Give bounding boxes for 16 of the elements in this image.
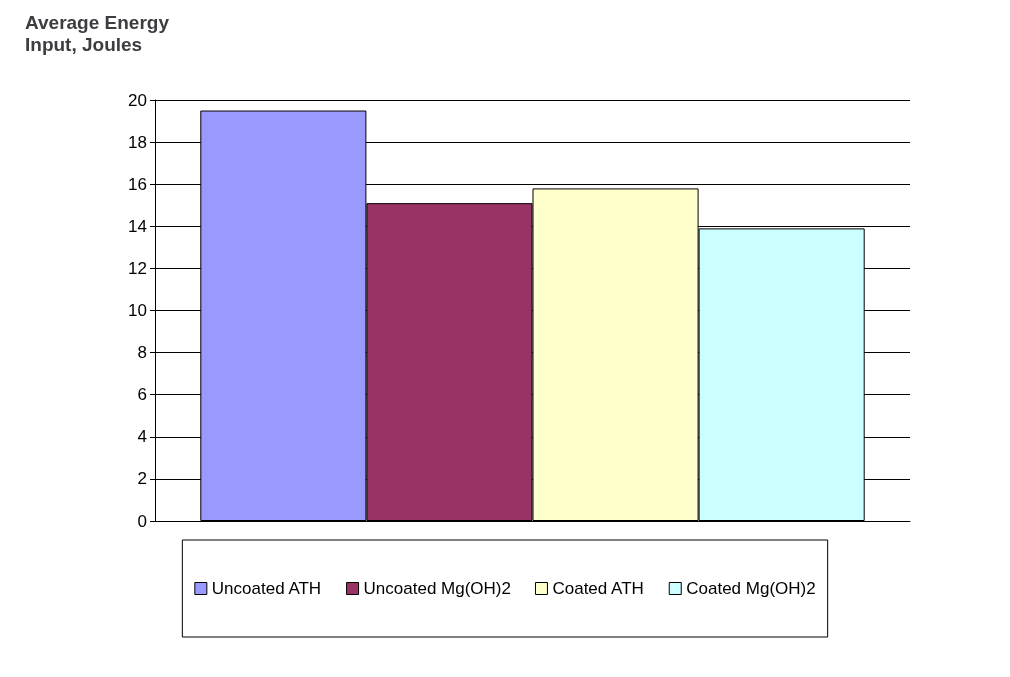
y-tick-label: 4	[137, 427, 147, 447]
y-axis-title: Average Energy Input, Joules	[25, 11, 175, 55]
y-tick-label: 12	[128, 258, 147, 278]
y-tick-label: 16	[128, 174, 147, 194]
y-tick-label: 14	[128, 216, 147, 236]
y-tick-label: 0	[137, 511, 147, 531]
legend-label: Uncoated ATH	[211, 579, 322, 598]
legend-label: Coated ATH	[552, 579, 644, 598]
y-tick-label: 20	[128, 90, 147, 110]
y-tick-label: 2	[137, 469, 147, 489]
legend-label: Uncoated Mg(OH)2	[363, 579, 511, 598]
y-tick-label: 10	[128, 301, 147, 320]
y-tick-label: 6	[137, 385, 147, 405]
y-tick-label: 8	[137, 343, 147, 363]
y-tick-label: 18	[128, 132, 147, 152]
legend-label: Coated Mg(OH)2	[686, 579, 816, 598]
